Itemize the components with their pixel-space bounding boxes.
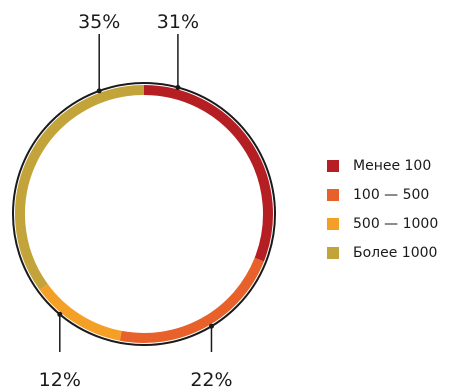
legend-swatch-under-100 xyxy=(327,159,339,172)
ring-segment-500-1000 xyxy=(39,283,122,341)
ring-segment-over-1000 xyxy=(15,85,145,290)
leader-dot-100-500 xyxy=(208,323,214,329)
legend-label-over-1000: Более 1000 xyxy=(353,244,438,261)
leader-dot-over-1000 xyxy=(96,88,102,94)
value-label-over-1000: 35% xyxy=(78,11,120,33)
legend-item-100-500: 100 — 500 xyxy=(327,184,438,205)
ring-segments xyxy=(15,85,273,343)
value-label-under-100: 31% xyxy=(157,11,199,33)
legend-swatch-over-1000 xyxy=(327,246,339,259)
value-labels: 31% 22% 12% 35% xyxy=(39,11,233,389)
legend-item-500-1000: 500 — 1000 xyxy=(327,213,438,234)
ring-segment-100-500 xyxy=(119,257,264,343)
legend-swatch-100-500 xyxy=(327,188,339,201)
ring-segment-under-100 xyxy=(143,85,273,262)
legend-label-100-500: 100 — 500 xyxy=(353,186,430,203)
ring-chart: 31% 22% 12% 35% xyxy=(12,11,276,389)
legend-label-500-1000: 500 — 1000 xyxy=(353,215,439,232)
legend-label-under-100: Менее 100 xyxy=(353,157,432,174)
value-label-500-1000: 12% xyxy=(39,369,81,389)
legend-item-over-1000: Более 1000 xyxy=(327,242,438,263)
value-label-100-500: 22% xyxy=(190,369,232,389)
leader-dot-500-1000 xyxy=(57,311,63,317)
legend-item-under-100: Менее 100 xyxy=(327,155,438,176)
legend-swatch-500-1000 xyxy=(327,217,339,230)
legend: Менее 100 100 — 500 500 — 1000 Более 100… xyxy=(327,155,438,271)
ring-outline xyxy=(12,82,276,346)
leader-dot-under-100 xyxy=(175,84,181,90)
leader-lines xyxy=(57,34,214,352)
